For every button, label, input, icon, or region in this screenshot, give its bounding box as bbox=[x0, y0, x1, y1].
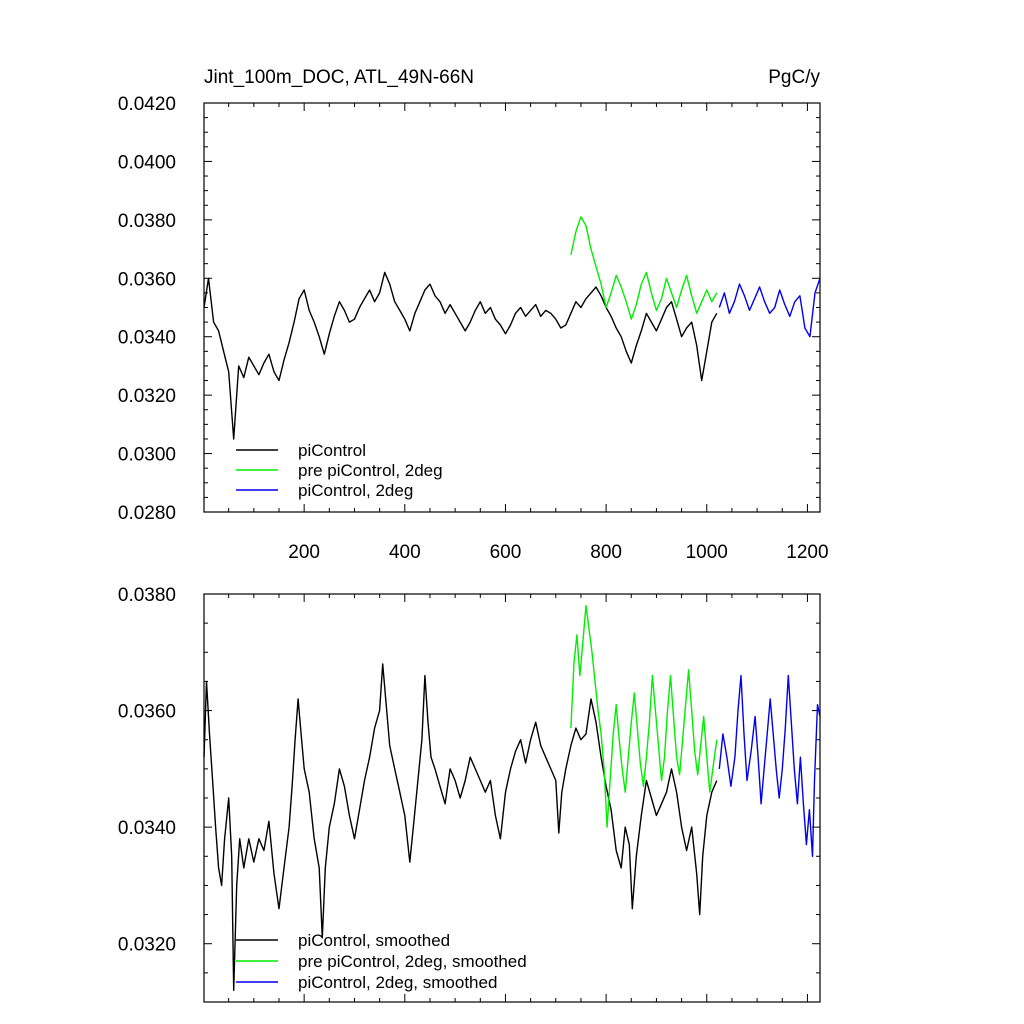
series-line-1 bbox=[570, 216, 718, 320]
y-tick-label: 0.0320 bbox=[118, 935, 176, 956]
bottom-panel: 0.0320 0.0340 0.0360 0.0380 piControl, smoo… bbox=[118, 585, 821, 1003]
axis-ticks bbox=[204, 593, 820, 1003]
legend-label-picontrol-2deg-smoothed: piControl, 2deg, smoothed bbox=[298, 973, 497, 992]
x-tick-label: 1000 bbox=[686, 542, 728, 563]
series-line-2 bbox=[718, 278, 821, 338]
y-tick-label: 0.0380 bbox=[118, 211, 176, 232]
legend-label-picontrol: piControl bbox=[298, 441, 366, 460]
x-tick-label: 600 bbox=[490, 542, 522, 563]
legend: piControl, smoothed pre piControl, 2deg,… bbox=[236, 931, 527, 992]
y-tick-label: 0.0280 bbox=[118, 503, 176, 524]
legend-label-picontrol-2deg: piControl, 2deg bbox=[298, 481, 413, 500]
y-tick-label: 0.0340 bbox=[118, 328, 176, 349]
y-tick-label: 0.0420 bbox=[118, 94, 176, 115]
y-tick-label: 0.0320 bbox=[118, 386, 176, 407]
legend: piControl pre piControl, 2deg piControl,… bbox=[236, 441, 443, 500]
units-label: PgC/y bbox=[768, 67, 820, 88]
y-tick-label: 0.0400 bbox=[118, 152, 176, 173]
x-tick-label: 200 bbox=[288, 542, 320, 563]
plot-frame bbox=[203, 593, 821, 1003]
chart-title: Jint_100m_DOC, ATL_49N-66N bbox=[204, 67, 474, 88]
y-tick-label: 0.0380 bbox=[118, 585, 176, 606]
series-lines bbox=[203, 216, 821, 440]
x-tick-labels: 200 400 600 800 1000 1200 bbox=[288, 542, 828, 563]
plot-frame bbox=[203, 102, 821, 513]
y-tick-label: 0.0360 bbox=[118, 269, 176, 290]
x-tick-label: 1200 bbox=[786, 542, 828, 563]
series-line-0 bbox=[203, 271, 718, 440]
legend-label-pre-picontrol-2deg-smoothed: pre piControl, 2deg, smoothed bbox=[298, 952, 527, 971]
y-tick-label: 0.0360 bbox=[118, 702, 176, 723]
series-lines bbox=[203, 605, 821, 991]
x-tick-label: 400 bbox=[389, 542, 421, 563]
x-tick-label: 800 bbox=[590, 542, 622, 563]
axis-ticks bbox=[204, 102, 820, 513]
y-tick-label: 0.0300 bbox=[118, 445, 176, 466]
top-panel: Jint_100m_DOC, ATL_49N-66N PgC/y 200 400 6… bbox=[118, 67, 829, 563]
y-tick-labels: 0.0280 0.0300 0.0320 0.0340 0.0360 0.0380 0.04… bbox=[118, 94, 176, 524]
series-line-2 bbox=[718, 674, 821, 857]
y-tick-labels: 0.0320 0.0340 0.0360 0.0380 bbox=[118, 585, 176, 956]
series-line-1 bbox=[570, 605, 718, 828]
legend-label-picontrol-smoothed: piControl, smoothed bbox=[298, 931, 450, 950]
y-tick-label: 0.0340 bbox=[118, 818, 176, 839]
legend-label-pre-picontrol-2deg: pre piControl, 2deg bbox=[298, 461, 443, 480]
series-line-0 bbox=[203, 663, 718, 991]
